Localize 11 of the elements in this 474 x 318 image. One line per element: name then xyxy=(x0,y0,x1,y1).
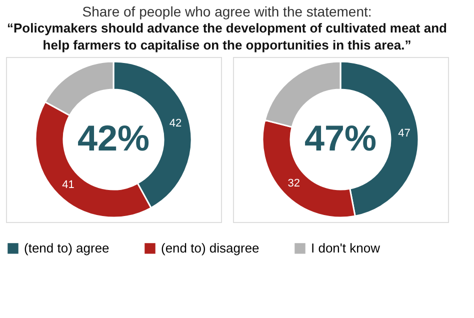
data-label: 41 xyxy=(62,178,74,191)
data-label: 42 xyxy=(169,118,182,130)
chart-title: Share of people who agree with the statement: xyxy=(82,4,372,20)
data-label: 47 xyxy=(398,127,410,140)
chart-subtitle: “Policymakers should advance the development of cultivated meat and help farmers to capitalise on the opportunities in this area.” xyxy=(7,20,448,52)
text: 42% xyxy=(77,118,150,158)
text: 47% xyxy=(304,118,377,158)
data-label: 32 xyxy=(288,177,300,190)
legend-label: (end to) disagree xyxy=(161,240,260,256)
legend-label: (tend to) agree xyxy=(24,240,110,256)
legend-label: I don't know xyxy=(311,240,381,256)
